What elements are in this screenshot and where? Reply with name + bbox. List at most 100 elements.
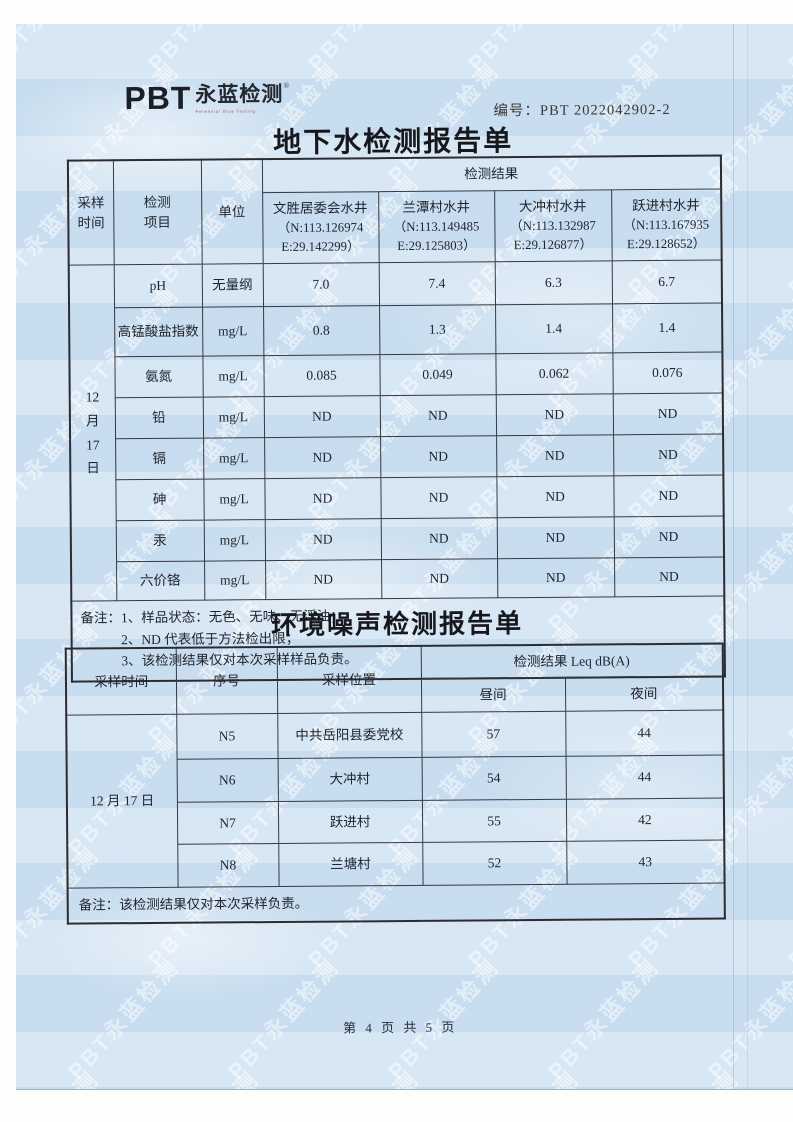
value-cell: 0.076 — [612, 351, 723, 394]
pbt-logo-brand-wrap: 永蓝检测® Perennial Blue Testing — [195, 81, 339, 121]
well-header: 大冲村水井 （N:113.132987 E:29.126877） — [494, 189, 612, 262]
well-name: 大冲村水井 — [518, 198, 587, 215]
noise-remarks-row: 备注：该检测结果仅对本次采样负责。 — [67, 882, 725, 924]
noise-table: 采样时间 序号 采样位置 检测结果 Leq dB(A) 昼间 夜间 12 月 1… — [64, 642, 726, 925]
table-row-ammonia: 氨氮 mg/L 0.085 0.049 0.062 0.076 — [69, 351, 723, 398]
value-cell: 6.3 — [494, 260, 613, 305]
well-coord-n: （N:113.167935 — [623, 217, 710, 232]
item-cell: 六价铬 — [116, 561, 205, 601]
well-header: 跃进村水井 （N:113.167935 E:29.128652） — [611, 189, 722, 261]
page-fold-line-2 — [747, 24, 748, 1089]
groundwater-header-row-1: 采样 时间 检测 项目 单位 检测结果 — [67, 155, 722, 266]
item-cell: 砷 — [115, 479, 204, 521]
well-coord-n: （N:113.132987 — [509, 218, 596, 233]
table-row-hexavalent-chromium: 六价铬 mg/L ND ND ND ND — [71, 556, 725, 601]
well-name: 兰潭村水井 — [402, 199, 471, 216]
unit-cell: mg/L — [203, 478, 265, 521]
value-cell: ND — [613, 515, 725, 558]
noise-report-title: 环境噪声检测报告单 — [270, 608, 524, 641]
col-header-sample-time: 采样时间 — [65, 647, 177, 716]
day-value-cell: 55 — [421, 799, 567, 843]
report-number: 编号：PBT 2022042902-2 — [493, 98, 670, 120]
value-cell: 7.4 — [378, 261, 496, 306]
sample-time-cell: 12 月 17 日 — [68, 264, 117, 602]
value-cell: ND — [495, 393, 614, 436]
unit-cell: mg/L — [203, 437, 265, 480]
col-header-sample-time: 采样 时间 — [67, 160, 114, 266]
col-header-nighttime: 夜间 — [564, 676, 724, 712]
report-content: PBT 永蓝检测® Perennial Blue Testing 编号：PBT … — [16, 24, 793, 1089]
value-cell: 0.8 — [263, 305, 380, 356]
value-cell: ND — [613, 474, 724, 517]
page-fold-line — [733, 24, 734, 1089]
well-coord-n: （N:113.149485 — [393, 218, 480, 234]
noise-remarks: 备注：该检测结果仅对本次采样负责。 — [67, 882, 725, 924]
pbt-logo: PBT 永蓝检测® Perennial Blue Testing — [124, 79, 339, 122]
scan-paper: PBT永蓝检测 PBT永蓝检测 PBT永蓝检测 PBT永蓝检测 PBT永蓝检测 PBT永蓝… — [16, 24, 793, 1090]
registered-mark-icon: ® — [283, 80, 290, 90]
noise-row-n5: 12 月 17 日 N5 中共岳阳县委党校 57 44 — [66, 710, 724, 889]
table-row-arsenic: 砷 mg/L ND ND ND ND — [70, 474, 724, 521]
value-cell: ND — [264, 518, 382, 561]
value-cell: ND — [265, 559, 382, 600]
value-cell: ND — [380, 517, 498, 560]
value-cell: ND — [612, 392, 724, 435]
noise-header-row-1: 采样时间 序号 采样位置 检测结果 Leq dB(A) — [65, 643, 723, 716]
table-row-mercury: 汞 mg/L ND ND ND ND — [71, 515, 725, 562]
location-cell: 中共岳阳县委党校 — [277, 712, 422, 759]
unit-cell: 无量纲 — [201, 263, 264, 308]
unit-cell: mg/L — [203, 519, 266, 562]
value-cell: ND — [614, 556, 725, 597]
sample-time-cell: 12 月 17 日 — [66, 714, 178, 889]
serial-cell: N8 — [177, 843, 279, 888]
table-row-cadmium: 镉 mg/L ND ND ND ND — [70, 433, 724, 480]
day-value-cell: 54 — [421, 756, 566, 801]
serial-cell: N6 — [176, 758, 278, 803]
page-number: 第 4 页 共 5 页 — [343, 1019, 458, 1036]
well-coord-e: E:29.126877） — [513, 237, 593, 252]
value-cell: ND — [381, 558, 498, 599]
well-header: 兰潭村水井 （N:113.149485 E:29.125803） — [378, 190, 495, 263]
well-coord-e: E:29.142299） — [281, 239, 360, 254]
col-header-result-leq: 检测结果 Leq dB(A) — [420, 643, 723, 679]
value-cell: ND — [264, 436, 381, 479]
item-cell: 高锰酸盐指数 — [114, 307, 203, 357]
col-header-serial-no: 序号 — [175, 647, 278, 715]
pbt-logo-brand: 永蓝检测 — [195, 82, 284, 107]
value-cell: ND — [263, 395, 381, 438]
well-coord-n: （N:113.126974 — [277, 219, 364, 235]
well-coord-e: E:29.125803） — [397, 238, 476, 253]
item-cell: 铅 — [114, 397, 204, 439]
value-cell: ND — [496, 475, 614, 518]
well-coord-e: E:29.128652） — [626, 236, 706, 252]
location-cell: 兰塘村 — [278, 842, 423, 887]
value-cell: 1.4 — [612, 302, 723, 353]
serial-cell: N7 — [176, 801, 279, 845]
value-cell: 1.3 — [379, 304, 496, 355]
value-cell: ND — [497, 557, 615, 598]
well-name: 跃进村水井 — [632, 197, 700, 214]
value-cell: ND — [380, 435, 497, 478]
well-name: 文胜居委会水井 — [272, 200, 368, 217]
unit-cell: mg/L — [202, 306, 264, 357]
col-header-location: 采样位置 — [276, 645, 422, 714]
table-row-ph: 12 月 17 日 pH 无量纲 7.0 7.4 6.3 6.7 — [68, 259, 723, 602]
item-cell: 氨氮 — [114, 356, 203, 398]
report-number-value: PBT 2022042902-2 — [539, 101, 671, 119]
pbt-logo-abbr: PBT — [124, 79, 192, 117]
value-cell: 0.085 — [263, 354, 380, 397]
col-header-daytime: 昼间 — [420, 677, 566, 713]
value-cell: ND — [613, 433, 724, 476]
serial-cell: N5 — [176, 713, 278, 760]
day-value-cell: 52 — [422, 841, 567, 886]
item-cell: 汞 — [115, 520, 205, 562]
value-cell: 0.049 — [379, 353, 496, 396]
unit-cell: mg/L — [202, 355, 264, 398]
pbt-logo-tagline: Perennial Blue Testing — [195, 109, 256, 115]
table-row-lead: 铅 mg/L ND ND ND ND — [70, 392, 724, 439]
item-cell: pH — [113, 264, 203, 308]
unit-cell: mg/L — [202, 396, 265, 439]
col-header-unit: 单位 — [200, 159, 263, 265]
col-header-result: 检测结果 — [261, 155, 722, 193]
